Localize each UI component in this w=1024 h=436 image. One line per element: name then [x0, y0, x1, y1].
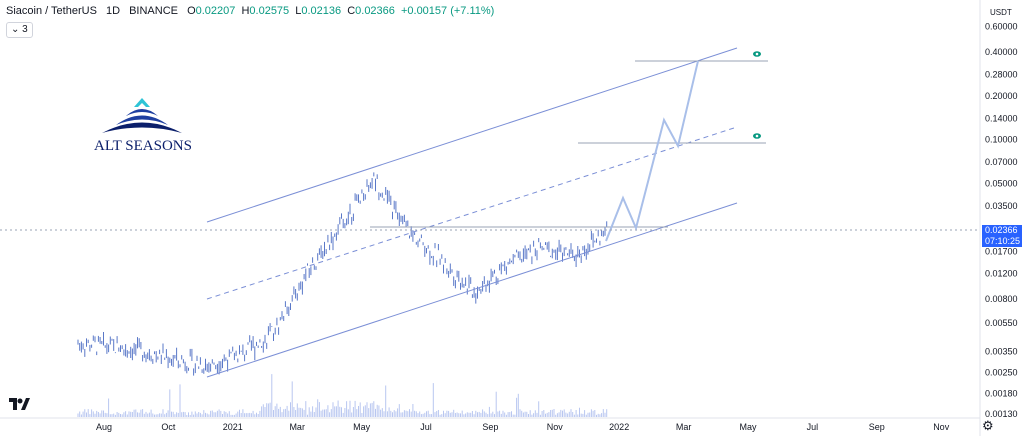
time-tick-label: 2022	[609, 422, 629, 432]
bar-countdown: 07:10:25	[982, 236, 1022, 247]
last-price-tag: 0.02366	[982, 225, 1022, 236]
volume-bars	[77, 374, 608, 417]
time-tick-label: Mar	[676, 422, 692, 432]
price-tick-label: 0.01700	[985, 247, 1018, 257]
price-tick-label: 0.07000	[985, 157, 1018, 167]
close-value: 0.02366	[355, 5, 395, 17]
interval-label[interactable]: 1D	[105, 5, 121, 17]
time-tick-label: Aug	[96, 422, 112, 432]
chart-annotations	[0, 47, 980, 378]
time-tick-label: Sep	[869, 422, 885, 432]
indicators-toggle-button[interactable]: ⌄ 3	[6, 22, 33, 38]
price-tick-label: 0.00800	[985, 294, 1018, 304]
price-tick-label: 0.00250	[985, 368, 1018, 378]
projection-path[interactable]	[605, 60, 699, 242]
time-tick-label: 2021	[223, 422, 243, 432]
price-tick-label: 0.14000	[985, 113, 1018, 123]
price-tick-label: 0.00550	[985, 318, 1018, 328]
high-value: 0.02575	[249, 5, 290, 17]
currency-label: USDT	[990, 8, 1012, 17]
channel-lower-line[interactable]	[206, 202, 738, 378]
price-tick-label: 0.01200	[985, 269, 1018, 279]
chart-legend: Siacoin / TetherUS 1D BINANCE O0.02207 H…	[6, 5, 494, 17]
chevron-down-icon: ⌄	[11, 24, 20, 35]
symbol-name[interactable]: Siacoin / TetherUS	[6, 5, 97, 17]
alt-seasons-logo-text: ALT SEASONS	[94, 138, 192, 154]
price-tick-label: 0.00350	[985, 346, 1018, 356]
eye-icon[interactable]	[753, 133, 761, 139]
price-tick-label: 0.10000	[985, 135, 1018, 145]
time-tick-label: Jul	[807, 422, 819, 432]
low-value: 0.02136	[301, 5, 342, 17]
alt-seasons-logo	[102, 98, 182, 133]
open-value: 0.02207	[195, 5, 236, 17]
time-tick-label: Jul	[420, 422, 432, 432]
price-tick-label: 0.28000	[985, 70, 1018, 80]
tradingview-logo-icon[interactable]	[8, 396, 30, 412]
time-tick-label: Mar	[289, 422, 305, 432]
eye-icon[interactable]	[753, 51, 761, 57]
channel-upper-line[interactable]	[206, 47, 738, 223]
time-tick-label: May	[353, 422, 371, 432]
indicator-count: 3	[22, 24, 28, 35]
change-value: +0.00157 (+7.11%)	[400, 5, 495, 17]
price-series	[77, 172, 608, 376]
logo-mark	[134, 98, 150, 107]
price-tick-label: 0.40000	[985, 47, 1018, 57]
price-axis[interactable]: 0.60000 0.40000 0.28000 0.20000 0.14000 0.100…	[985, 21, 1018, 419]
channel-middle-line[interactable]	[206, 126, 738, 300]
time-tick-label: Nov	[933, 422, 950, 432]
low-label: L	[295, 5, 302, 17]
price-tick-label: 0.00130	[985, 409, 1018, 419]
price-tick-label: 0.03500	[985, 201, 1018, 211]
open-label: O	[187, 5, 196, 17]
price-tick-label: 0.20000	[985, 91, 1018, 101]
price-tick-label: 0.60000	[985, 21, 1018, 31]
gear-icon[interactable]: ⚙	[982, 418, 994, 433]
close-label: C	[347, 5, 356, 17]
time-tick-label: Sep	[482, 422, 498, 432]
time-tick-label: Oct	[161, 422, 176, 432]
price-tick-label: 0.00180	[985, 388, 1018, 398]
time-axis[interactable]: Aug Oct 2021 Mar May Jul Sep Nov 2022 Mar May Jul Se…	[96, 422, 950, 432]
high-label: H	[241, 5, 250, 17]
exchange-label: BINANCE	[129, 5, 178, 17]
price-tick-label: 0.05000	[985, 178, 1018, 188]
time-tick-label: May	[739, 422, 757, 432]
time-tick-label: Nov	[547, 422, 564, 432]
